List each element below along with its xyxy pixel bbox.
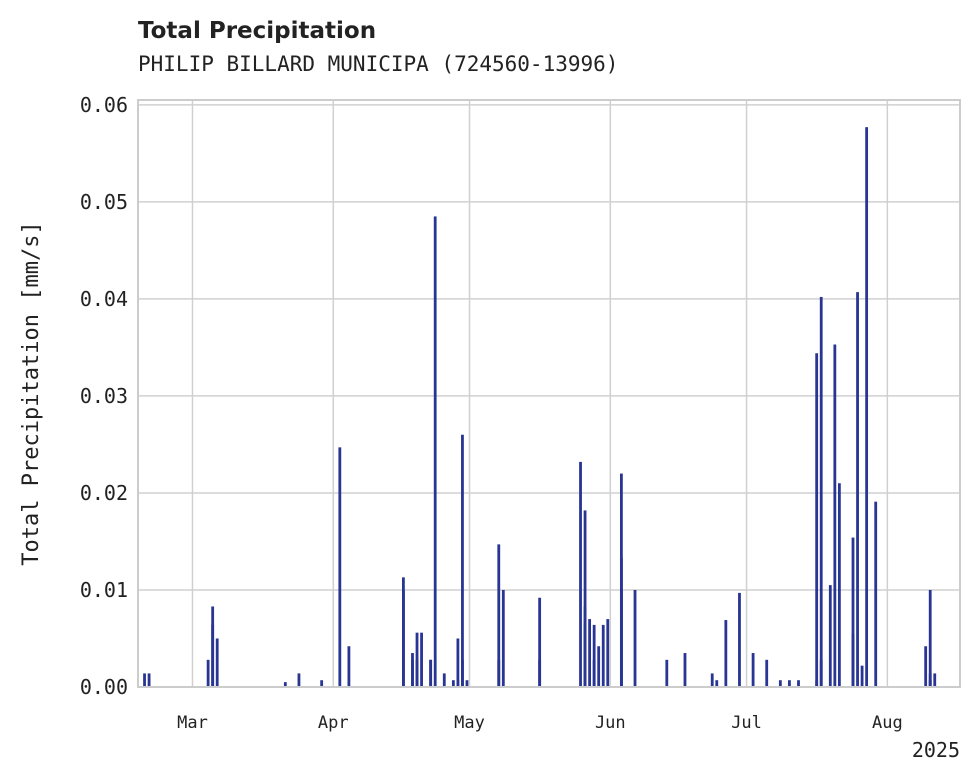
- precip-bar: [347, 646, 351, 687]
- x-tick-label: May: [454, 713, 485, 733]
- precip-bar: [433, 216, 437, 687]
- precip-bar: [411, 653, 414, 687]
- precip-bar: [856, 292, 859, 687]
- precip-bar: [710, 673, 714, 687]
- y-tick-label: 0.04: [80, 287, 128, 311]
- precip-bar: [819, 296, 823, 687]
- precip-bar: [402, 577, 405, 687]
- precip-bar: [538, 597, 542, 687]
- precip-bar: [501, 589, 505, 687]
- precip-bar: [283, 682, 287, 687]
- precip-bar: [683, 653, 687, 687]
- x-tick-label: Apr: [318, 713, 349, 733]
- precip-bar: [837, 483, 841, 687]
- precip-bar: [851, 633, 855, 687]
- precip-bar: [597, 646, 601, 687]
- precip-bar: [592, 624, 596, 687]
- precip-bar: [579, 461, 582, 687]
- precip-bar: [497, 544, 501, 687]
- precip-bar: [420, 632, 423, 687]
- precip-bar: [297, 673, 301, 687]
- precip-bar: [778, 680, 782, 687]
- precip-bar: [724, 620, 728, 687]
- precip-bar: [461, 659, 464, 687]
- precip-bar: [415, 632, 419, 687]
- y-tick-label: 0.05: [80, 190, 128, 214]
- y-tick-label: 0.03: [80, 384, 128, 408]
- precip-bar: [601, 624, 605, 687]
- y-axis-label: Total Precipitation [mm/s]: [19, 221, 44, 565]
- precip-bar: [215, 638, 219, 687]
- precip-bar: [765, 659, 769, 687]
- precip-bar: [633, 589, 637, 687]
- precip-bar: [751, 653, 755, 687]
- precip-bar: [619, 473, 623, 687]
- precip-bar: [583, 510, 587, 687]
- precip-bar: [860, 665, 864, 687]
- precip-bar: [206, 659, 210, 687]
- precip-bar: [429, 659, 433, 687]
- precip-bar: [715, 680, 719, 687]
- precip-bar: [619, 589, 623, 687]
- precip-bar: [665, 659, 669, 687]
- precip-bar: [143, 673, 146, 687]
- chart-subtitle: PHILIP BILLARD MUNICIPA (724560-13996): [138, 52, 619, 76]
- precip-bar: [833, 344, 837, 687]
- precip-bar: [851, 537, 855, 687]
- y-tick-label: 0.00: [80, 675, 128, 699]
- x-tick-label: Aug: [872, 713, 903, 733]
- precip-bar: [320, 680, 324, 687]
- precip-bar: [465, 680, 469, 687]
- precip-bar: [933, 673, 937, 687]
- precip-bar: [924, 646, 928, 687]
- y-tick-label: 0.02: [80, 481, 128, 505]
- precip-bar: [583, 606, 587, 687]
- y-tick-label: 0.01: [80, 578, 128, 602]
- precip-bar: [828, 585, 832, 687]
- precip-bar: [588, 619, 592, 687]
- plot-frame: [137, 99, 961, 688]
- x-tick-label: Mar: [177, 713, 208, 733]
- precip-bar: [606, 619, 610, 687]
- x-tick-label: Jul: [731, 713, 762, 733]
- chart-title: Total Precipitation: [138, 18, 377, 44]
- precip-bar: [865, 127, 869, 688]
- plot-area: [138, 100, 960, 687]
- precip-bar: [211, 624, 215, 687]
- precip-bar: [928, 589, 932, 687]
- x-tick-label: Jun: [595, 713, 626, 733]
- precip-bar: [456, 638, 460, 687]
- precip-bar: [815, 353, 819, 687]
- precip-bar: [592, 659, 596, 687]
- precip-bar: [738, 592, 741, 687]
- x-offset-label: 2025: [912, 738, 960, 762]
- precip-bar: [928, 673, 932, 687]
- precip-bar: [451, 680, 455, 687]
- precip-bar: [147, 673, 151, 687]
- precip-bar: [442, 673, 446, 687]
- precip-bar: [461, 434, 464, 687]
- y-tick-label: 0.06: [80, 93, 128, 117]
- precip-bar: [788, 680, 791, 687]
- precip-bar: [874, 501, 878, 687]
- precip-bar: [797, 680, 800, 687]
- precip-bar: [338, 447, 342, 687]
